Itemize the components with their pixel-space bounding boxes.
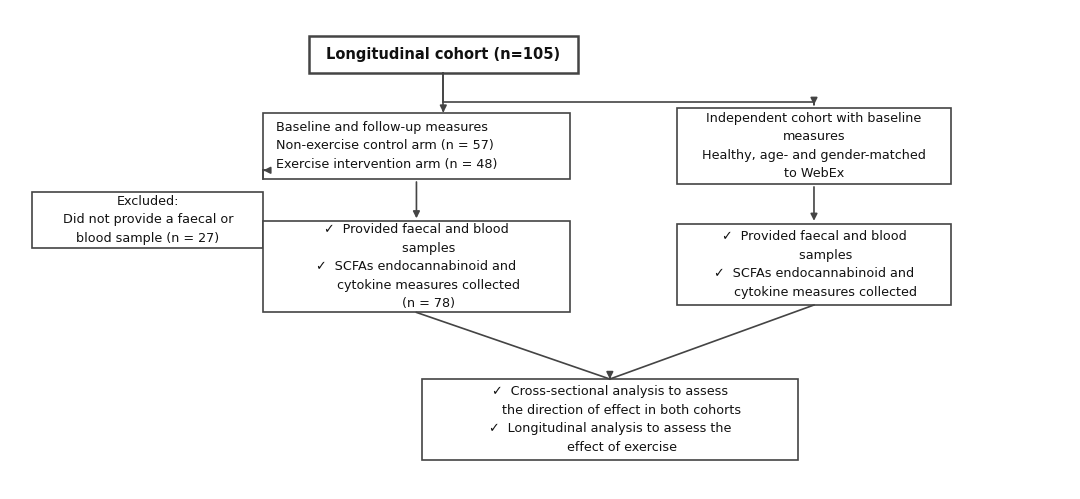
Text: Longitudinal cohort (n=105): Longitudinal cohort (n=105) — [326, 47, 561, 62]
FancyBboxPatch shape — [309, 36, 578, 73]
FancyBboxPatch shape — [422, 379, 798, 461]
Text: ✓  Provided faecal and blood
      samples
✓  SCFAs endocannabinoid and
      cy: ✓ Provided faecal and blood samples ✓ SC… — [313, 223, 519, 310]
FancyBboxPatch shape — [264, 221, 569, 312]
Text: Independent cohort with baseline
measures
Healthy, age- and gender-matched
to We: Independent cohort with baseline measure… — [702, 112, 926, 180]
FancyBboxPatch shape — [264, 113, 569, 179]
Text: Baseline and follow-up measures
Non-exercise control arm (n = 57)
Exercise inter: Baseline and follow-up measures Non-exer… — [276, 121, 498, 171]
Text: ✓  Cross-sectional analysis to assess
      the direction of effect in both coho: ✓ Cross-sectional analysis to assess the… — [478, 386, 741, 454]
Text: ✓  Provided faecal and blood
      samples
✓  SCFAs endocannabinoid and
      cy: ✓ Provided faecal and blood samples ✓ SC… — [711, 230, 918, 298]
Text: Excluded:
Did not provide a faecal or
blood sample (n = 27): Excluded: Did not provide a faecal or bl… — [63, 195, 233, 245]
FancyBboxPatch shape — [32, 192, 264, 249]
FancyBboxPatch shape — [677, 108, 951, 184]
FancyBboxPatch shape — [677, 224, 951, 305]
